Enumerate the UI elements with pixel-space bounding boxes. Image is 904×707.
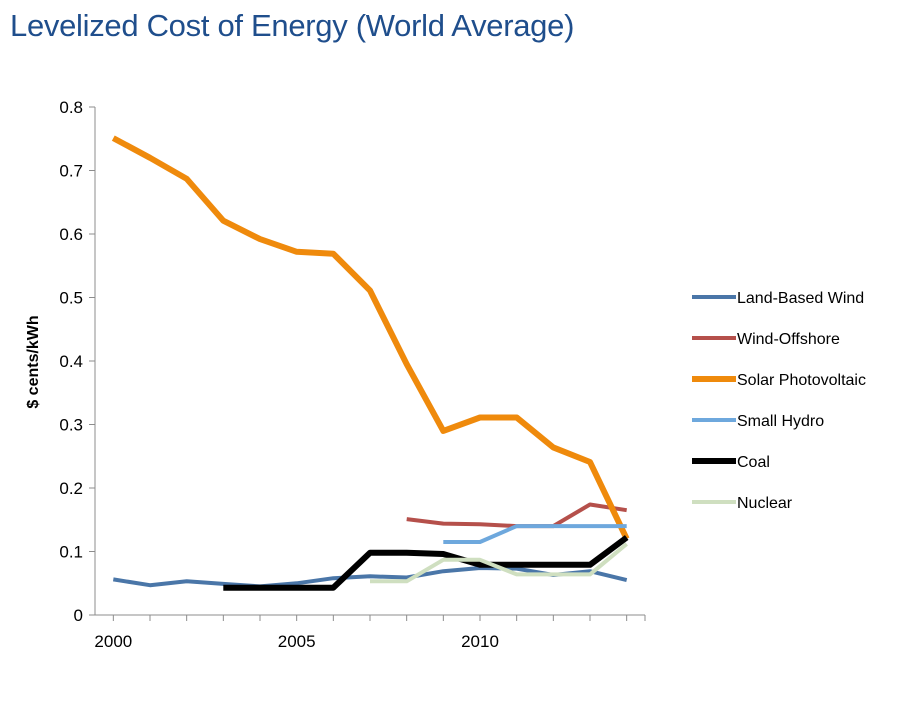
chart-axes: 0 0.1 0.2 0.3 0.4 0.5 0.6 0.7 0.8 2000 2005 2010 bbox=[59, 98, 646, 651]
y-axis-title: $ cents/kWh bbox=[25, 315, 42, 408]
x-tick-label: 2005 bbox=[278, 632, 316, 651]
legend-label: Wind-Offshore bbox=[737, 331, 840, 348]
y-tick-label: 0.8 bbox=[59, 98, 83, 117]
legend-label: Land-Based Wind bbox=[737, 290, 864, 307]
legend-label: Small Hydro bbox=[737, 413, 824, 430]
y-tick-label: 0.4 bbox=[59, 352, 83, 371]
chart-legend: Land-Based Wind Wind-Offshore Solar Photov… bbox=[692, 290, 866, 512]
y-tick-label: 0.2 bbox=[59, 479, 83, 498]
y-tick-label: 0 bbox=[74, 606, 83, 625]
page-title: Levelized Cost of Energy (World Average) bbox=[10, 8, 575, 43]
series-line-wind-offshore bbox=[406, 502, 628, 529]
series-line-solar-photovoltaic bbox=[111, 135, 630, 541]
x-tick-label: 2010 bbox=[461, 632, 499, 651]
legend-label: Solar Photovoltaic bbox=[737, 372, 866, 389]
series-line-land-based-wind bbox=[112, 566, 628, 589]
y-tick-label: 0.3 bbox=[59, 416, 83, 435]
chart-series bbox=[111, 135, 630, 591]
series-line-coal bbox=[223, 535, 629, 591]
legend-label: Coal bbox=[737, 454, 770, 471]
legend-label: Nuclear bbox=[737, 495, 793, 512]
y-tick-label: 0.7 bbox=[59, 162, 83, 181]
y-tick-label: 0.5 bbox=[59, 289, 83, 308]
y-tick-label: 0.6 bbox=[59, 225, 83, 244]
y-tick-label: 0.1 bbox=[59, 543, 83, 562]
x-tick-label: 2000 bbox=[94, 632, 132, 651]
series-line-small-hydro bbox=[443, 524, 627, 544]
series-line-nuclear bbox=[370, 542, 628, 584]
